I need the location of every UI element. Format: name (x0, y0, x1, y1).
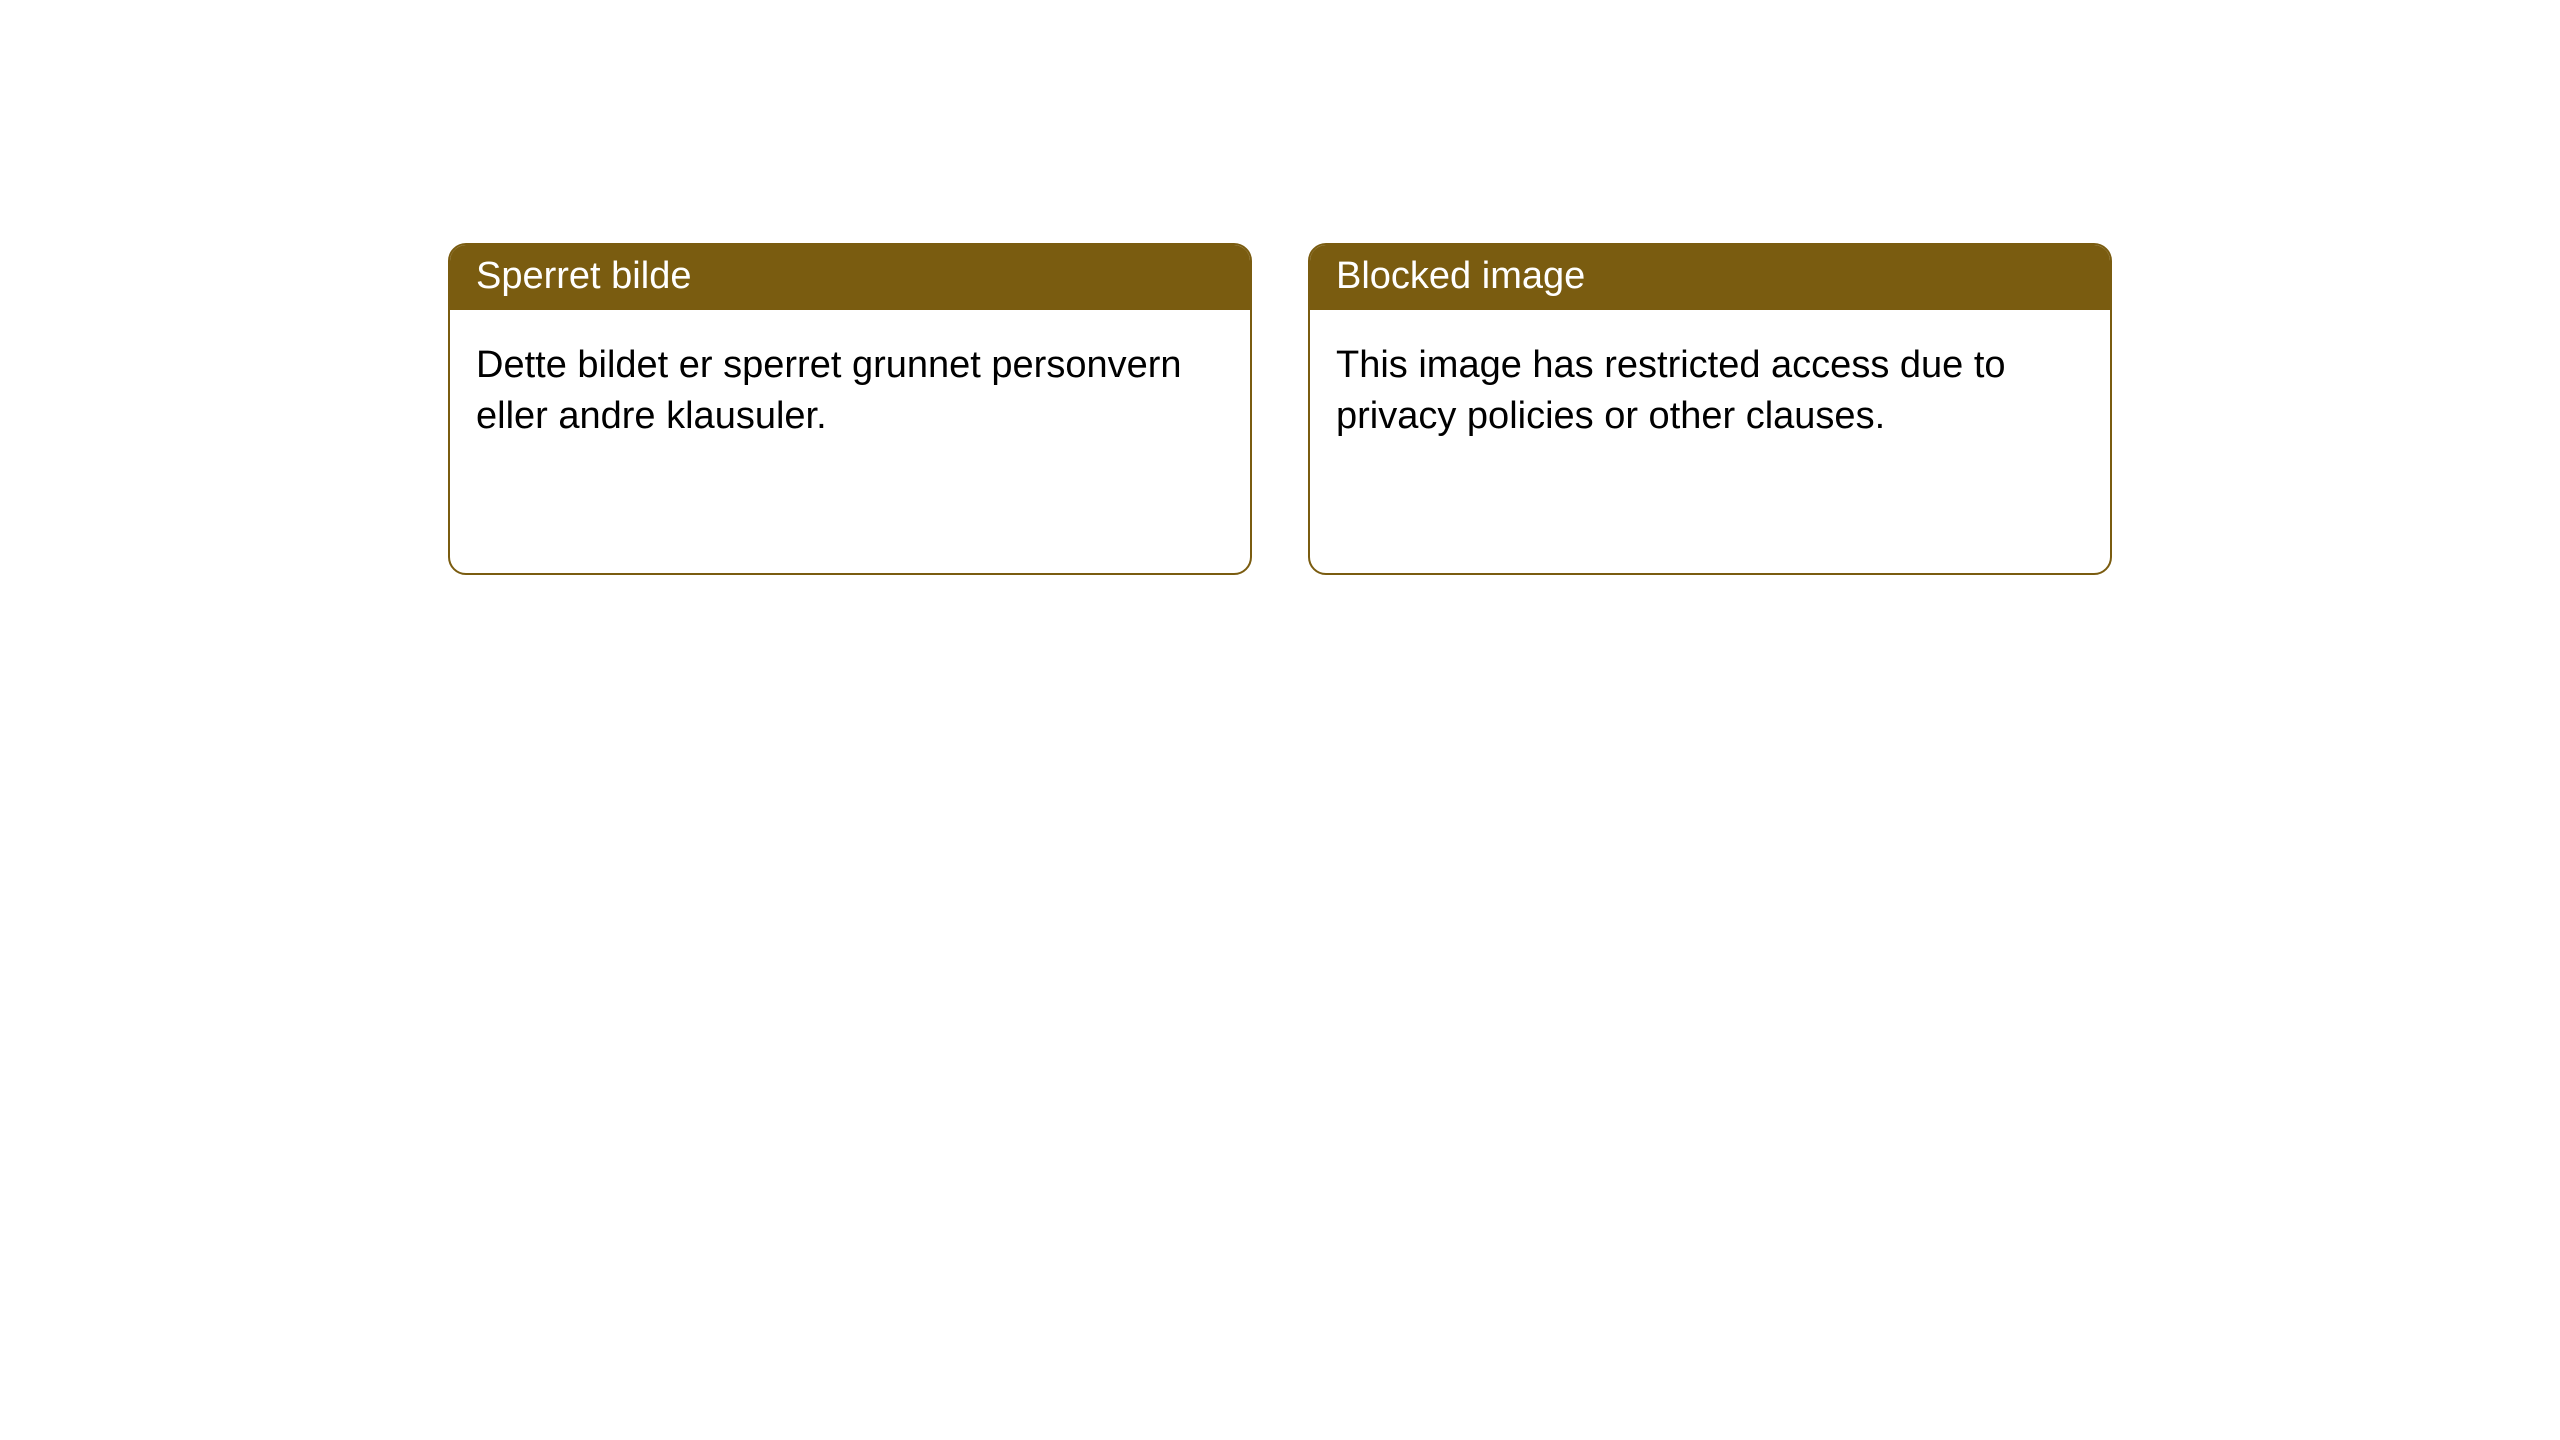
notice-card-header: Blocked image (1310, 245, 2110, 310)
notice-card-title: Sperret bilde (476, 255, 691, 297)
notice-card-body-text: This image has restricted access due to … (1336, 344, 2006, 437)
notice-card-body-text: Dette bildet er sperret grunnet personve… (476, 344, 1182, 437)
notice-card-english: Blocked image This image has restricted … (1308, 243, 2112, 575)
notice-card-title: Blocked image (1336, 255, 1585, 297)
notice-card-header: Sperret bilde (450, 245, 1250, 310)
notice-card-body: Dette bildet er sperret grunnet personve… (450, 310, 1250, 473)
notice-cards-container: Sperret bilde Dette bildet er sperret gr… (448, 243, 2112, 575)
notice-card-norwegian: Sperret bilde Dette bildet er sperret gr… (448, 243, 1252, 575)
notice-card-body: This image has restricted access due to … (1310, 310, 2110, 473)
